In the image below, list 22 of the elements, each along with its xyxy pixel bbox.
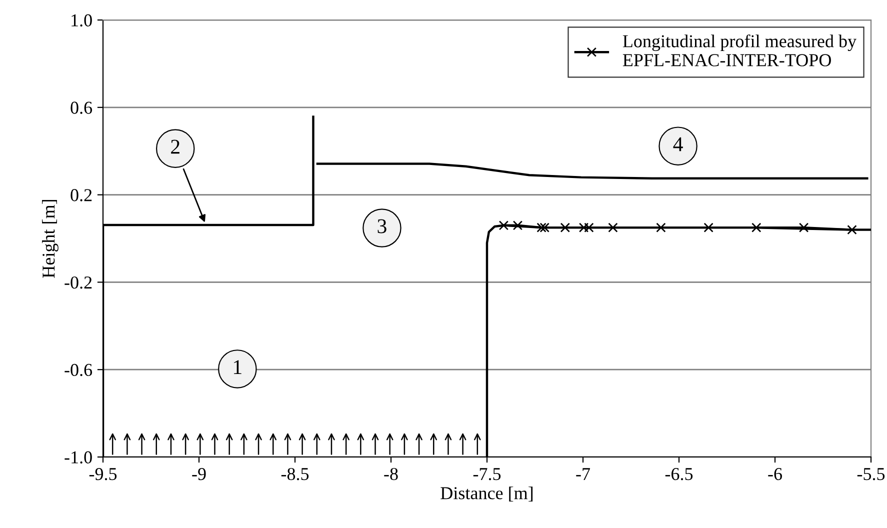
y-tick-label: 0.6 [70,102,92,114]
y-tick-label: -0.2 [64,276,92,289]
x-tick-label: -5.5 [857,468,885,480]
x-tick-label: -8 [384,468,398,480]
x-axis-title: Distance [m] [440,486,533,502]
y-tick-label: 1.0 [72,14,92,27]
x-tick-label: -9 [192,468,206,480]
x-tick-label: -9.5 [89,468,117,480]
y-axis-title: Height [m] [42,200,58,278]
y-tick-label: -0.6 [64,364,92,376]
y-tick-label: 0.2 [70,189,92,202]
x-tick-label: -6.5 [665,468,693,480]
x-tick-label: -7.5 [473,468,501,480]
y-tick-label: -1.0 [64,451,92,464]
x-tick-label: -8.5 [281,468,309,480]
x-tick-label: -7 [576,468,590,480]
annotation: 1 [234,360,242,374]
annotation: 4 [673,137,683,152]
legend-label: Longitudinal profil measured by EPFL-ENAC-INTER-TOPO [622,34,856,66]
annotation: 2 [171,140,180,154]
annotation: 3 [378,219,386,234]
x-tick-label: -6 [768,468,782,480]
